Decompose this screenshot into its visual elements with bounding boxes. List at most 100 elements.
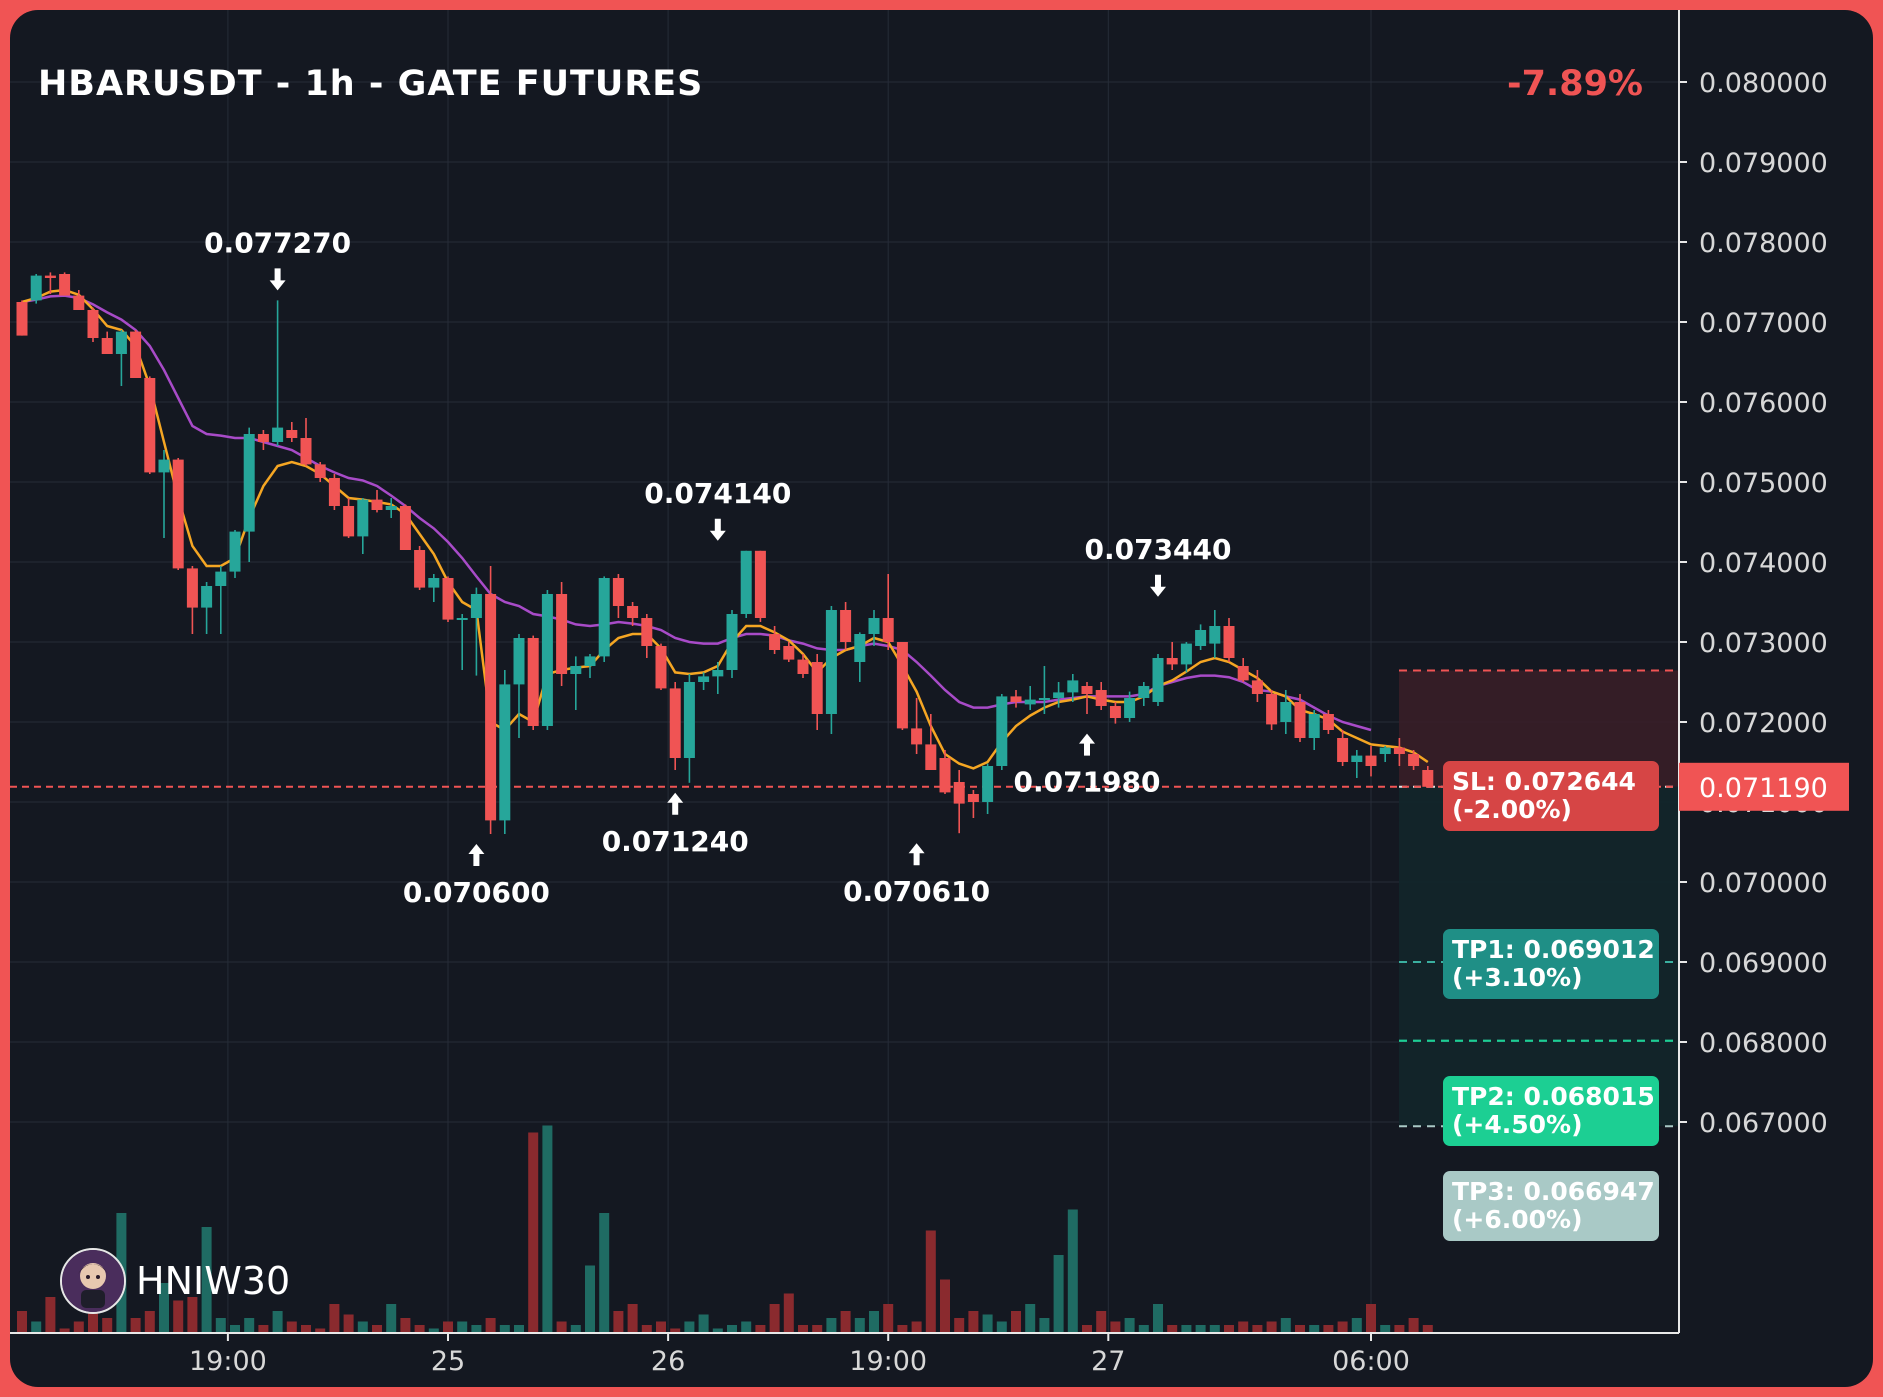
candle-body	[982, 766, 994, 802]
volume-bar	[755, 1325, 766, 1332]
volume-bar	[954, 1318, 965, 1332]
candle-body	[414, 550, 426, 588]
volume-bar	[144, 1311, 155, 1332]
candle	[769, 626, 781, 654]
candle	[783, 642, 795, 662]
candle-body	[896, 642, 908, 729]
candle-body	[399, 506, 411, 550]
candle	[1223, 618, 1235, 662]
candle	[754, 550, 766, 622]
candle-body	[428, 578, 440, 588]
candle	[740, 550, 752, 618]
y-tick-label: 0.069000	[1699, 948, 1828, 979]
candle	[357, 498, 369, 554]
candle-body	[612, 578, 624, 606]
candle	[59, 272, 71, 296]
volume-bar	[386, 1304, 397, 1332]
candle	[1138, 682, 1150, 706]
candle	[1038, 666, 1050, 714]
volume-bar	[1337, 1321, 1348, 1332]
volume-bar	[613, 1311, 624, 1332]
volume-bar	[301, 1325, 311, 1332]
volume-bar	[159, 1283, 169, 1332]
candle-body	[371, 499, 383, 510]
volume-bar	[1181, 1325, 1192, 1332]
candle	[541, 590, 553, 730]
candle	[16, 300, 28, 336]
candle-body	[925, 744, 937, 770]
candle	[314, 462, 326, 482]
volume-bar	[286, 1321, 297, 1332]
y-tick-label: 0.080000	[1699, 68, 1828, 99]
swing-low-label: 0.071240	[602, 825, 749, 858]
candle-body	[627, 606, 639, 618]
candle	[570, 656, 582, 710]
candle-body	[44, 275, 56, 278]
candle	[584, 654, 596, 678]
candle	[243, 427, 255, 562]
candle-body	[1337, 738, 1349, 762]
candle-body	[1109, 706, 1121, 718]
price-change-percent: -7.89%	[1507, 64, 1643, 104]
arrow-up-icon	[667, 792, 684, 815]
candle-body	[1081, 686, 1093, 694]
candle	[712, 662, 724, 694]
candle-body	[1393, 747, 1405, 754]
candle	[939, 750, 951, 794]
candle-body	[911, 728, 923, 745]
volume-bar	[73, 1321, 84, 1332]
candle-body	[754, 550, 766, 618]
volume-bar	[258, 1325, 269, 1332]
candle	[1180, 642, 1192, 673]
price-chart[interactable]: 0.077270 0.070600 0.074140 0.071240 0.070610…	[10, 10, 1873, 1387]
volume-bar	[272, 1311, 283, 1332]
candle	[698, 672, 710, 690]
volume-bar	[570, 1325, 581, 1332]
volume-bar	[684, 1321, 695, 1332]
volume-bar	[244, 1318, 255, 1332]
candle-body	[769, 634, 781, 650]
candle	[1266, 690, 1278, 730]
volume-bar	[826, 1318, 837, 1332]
volume-bar	[1153, 1304, 1163, 1332]
candle-body	[1351, 755, 1363, 762]
candle	[300, 418, 312, 466]
candle	[868, 610, 880, 646]
candle-body	[1379, 747, 1391, 754]
volume-bar	[215, 1318, 226, 1332]
candle-body	[272, 427, 284, 442]
candle-body	[499, 684, 511, 821]
candle-body	[1067, 680, 1079, 693]
volume-bar	[1224, 1325, 1234, 1332]
candle	[1251, 670, 1263, 702]
volume-bar	[1366, 1304, 1376, 1332]
volume-bar	[656, 1321, 666, 1332]
volume-bar	[1380, 1325, 1391, 1332]
tp1-label: TP1: 0.069012(+3.10%)	[1443, 929, 1659, 999]
candle	[172, 458, 184, 570]
volume-bar	[428, 1328, 439, 1332]
candle	[811, 654, 823, 730]
candle-body	[456, 618, 468, 620]
swing-high-label: 0.073440	[1084, 533, 1231, 566]
candle-body	[882, 618, 894, 642]
volume-bar	[1295, 1325, 1305, 1332]
candle	[513, 634, 525, 738]
candle-body	[328, 478, 340, 506]
volume-bar	[414, 1325, 425, 1332]
candle-body	[840, 610, 852, 642]
volume-bar	[883, 1304, 894, 1332]
candle	[428, 574, 440, 602]
volume-bar	[201, 1227, 212, 1332]
volume-bar	[968, 1311, 979, 1332]
volume-bar	[59, 1328, 70, 1332]
volume-bar	[372, 1325, 382, 1332]
candle-body	[1195, 630, 1207, 646]
candle-body	[243, 434, 255, 532]
swing-low-marker: 0.070610	[843, 843, 990, 908]
y-tick-label: 0.078000	[1699, 228, 1828, 259]
candle	[1280, 690, 1292, 734]
candle	[485, 566, 497, 834]
candle	[797, 654, 809, 678]
candle	[158, 450, 170, 538]
